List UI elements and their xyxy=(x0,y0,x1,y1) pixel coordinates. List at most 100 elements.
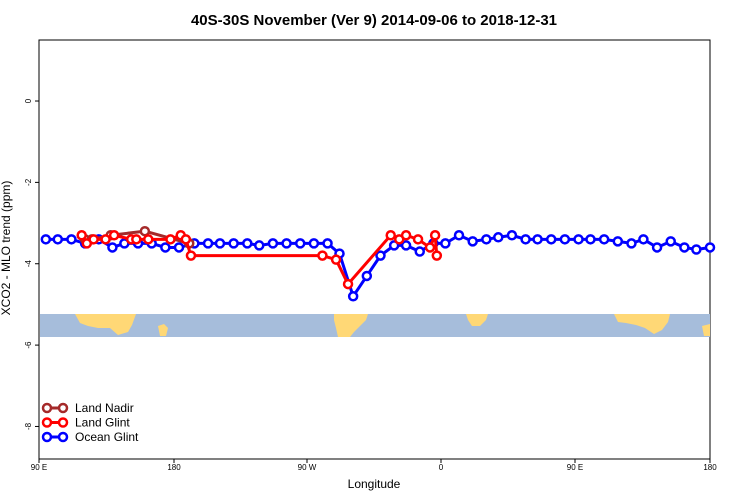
data-point xyxy=(361,270,373,282)
data-point xyxy=(40,234,52,245)
data-point xyxy=(228,238,239,249)
data-point xyxy=(691,244,702,255)
data-point xyxy=(612,236,624,247)
y-axis: 0 -2 -4 -6 -8 xyxy=(24,98,39,430)
data-point xyxy=(88,234,99,245)
data-point xyxy=(665,236,676,247)
data-point xyxy=(559,234,571,245)
land-australia-east xyxy=(614,314,670,334)
data-point xyxy=(679,242,690,253)
data-point xyxy=(202,238,214,249)
data-point xyxy=(375,250,386,261)
data-point xyxy=(532,234,543,245)
data-point xyxy=(704,242,716,253)
y-tick-label: 0 xyxy=(24,98,33,103)
data-point xyxy=(308,238,320,249)
data-point xyxy=(76,230,87,241)
data-point xyxy=(267,238,279,249)
data-point xyxy=(107,242,118,253)
data-point xyxy=(160,242,171,253)
data-point xyxy=(651,242,663,253)
data-point xyxy=(626,238,637,249)
series-ocean-glint xyxy=(40,230,716,302)
data-point xyxy=(66,234,77,245)
data-point xyxy=(139,225,151,237)
data-point xyxy=(180,234,192,245)
y-tick-label: -8 xyxy=(24,422,33,430)
data-point xyxy=(100,234,111,245)
data-point xyxy=(400,240,412,251)
data-point xyxy=(185,250,197,261)
legend-label: Land Glint xyxy=(75,416,130,430)
x-tick-label: 180 xyxy=(167,463,181,472)
data-point xyxy=(493,232,504,243)
land-south-america xyxy=(334,314,368,337)
chart-title: 40S-30S November (Ver 9) 2014-09-06 to 2… xyxy=(191,12,557,29)
series-land-glint xyxy=(76,230,443,290)
legend-label: Ocean Glint xyxy=(75,430,139,444)
y-tick-label: -2 xyxy=(24,178,33,186)
data-point xyxy=(412,234,424,245)
data-point xyxy=(322,238,333,249)
y-tick-label: -4 xyxy=(24,260,33,268)
data-point xyxy=(400,230,412,241)
x-tick-label: 90 E xyxy=(31,463,47,472)
land-africa xyxy=(466,314,488,326)
x-axis: 90 E 180 90 W 0 90 E 180 xyxy=(31,459,717,472)
data-point xyxy=(214,238,226,249)
data-point xyxy=(440,238,451,249)
data-point xyxy=(294,238,306,249)
data-point xyxy=(254,240,265,251)
x-axis-label: Longitude xyxy=(348,477,401,491)
data-point xyxy=(520,234,531,245)
legend-marker xyxy=(57,402,69,414)
data-point xyxy=(638,234,649,245)
data-point xyxy=(467,236,478,247)
land-australia-west xyxy=(75,314,136,335)
y-tick-label: -6 xyxy=(24,341,33,349)
data-point xyxy=(347,291,359,302)
x-tick-label: 90 E xyxy=(567,463,583,472)
ocean-band xyxy=(40,314,710,337)
x-tick-label: 180 xyxy=(703,463,717,472)
data-point xyxy=(385,230,396,241)
data-point xyxy=(165,234,176,245)
data-point xyxy=(414,246,425,257)
series-line xyxy=(45,233,711,300)
data-point xyxy=(585,234,596,245)
data-point xyxy=(173,242,185,253)
legend-marker xyxy=(41,402,53,414)
plot-frame xyxy=(38,39,711,460)
data-point xyxy=(131,234,142,245)
data-point xyxy=(424,242,436,253)
data-point xyxy=(429,230,441,241)
data-point xyxy=(598,234,610,245)
data-point xyxy=(342,278,354,290)
series-layer xyxy=(40,225,716,302)
data-point xyxy=(52,234,64,245)
data-point xyxy=(143,234,154,245)
data-point xyxy=(545,234,557,245)
map-strip xyxy=(40,314,710,337)
x-tick-label: 0 xyxy=(439,463,444,472)
y-axis-label: XCO2 - MLO trend (ppm) xyxy=(0,181,13,316)
legend-marker xyxy=(41,417,53,428)
data-point xyxy=(317,250,328,261)
legend-marker xyxy=(57,431,69,443)
land-new-zealand xyxy=(158,324,168,336)
legend-marker xyxy=(57,417,69,428)
data-point xyxy=(431,250,443,261)
data-point xyxy=(506,230,518,241)
legend-label: Land Nadir xyxy=(75,401,134,415)
data-point xyxy=(481,234,492,245)
data-point xyxy=(108,230,120,241)
land-new-zealand-east xyxy=(702,324,710,336)
legend-marker xyxy=(41,431,53,443)
x-tick-label: 90 W xyxy=(298,463,317,472)
data-point xyxy=(242,238,253,249)
data-point xyxy=(573,234,584,245)
data-point xyxy=(330,254,342,265)
data-point xyxy=(453,230,465,241)
